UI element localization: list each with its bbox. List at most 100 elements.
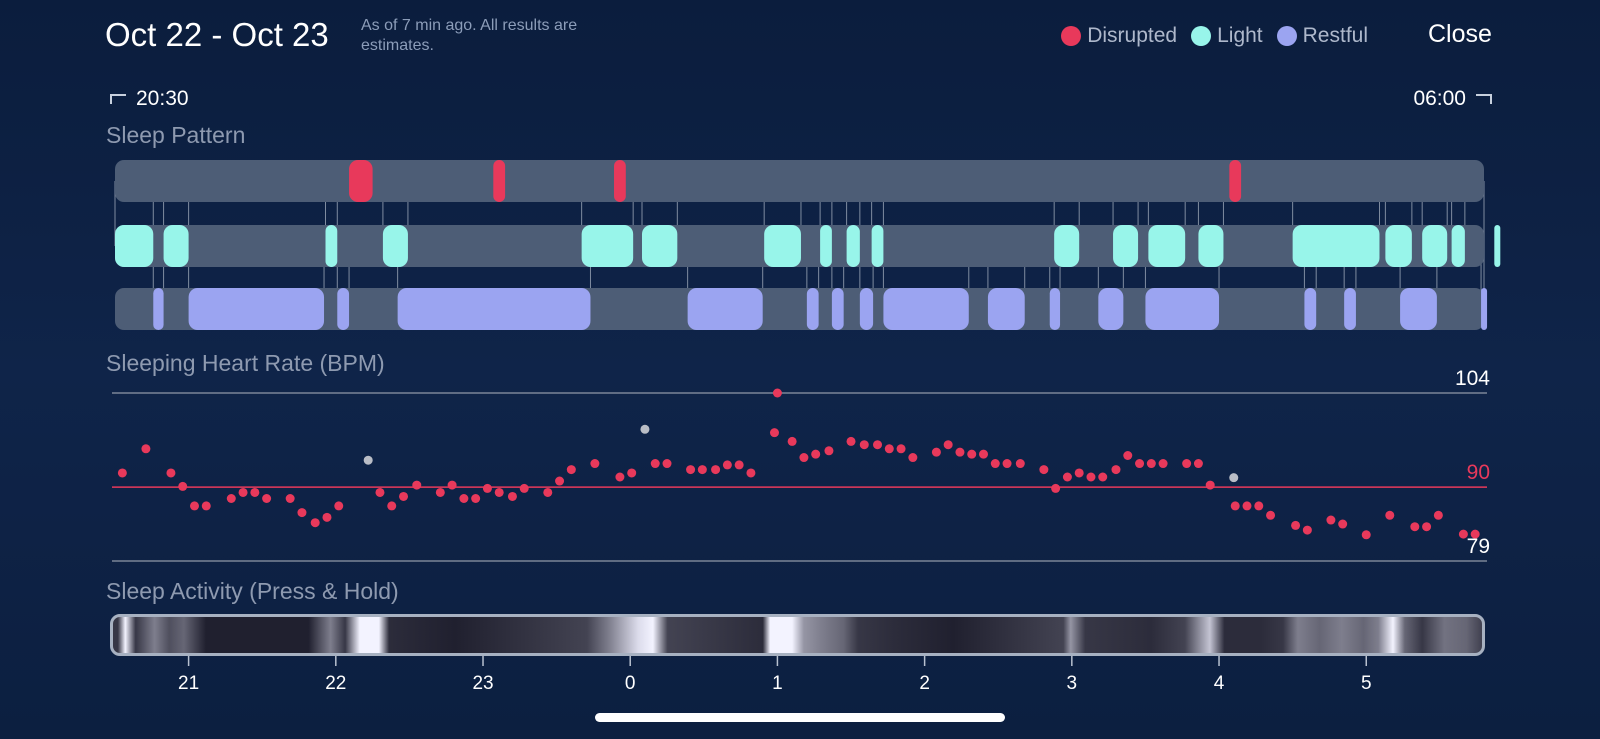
hr-point (285, 494, 295, 504)
hr-point (722, 460, 732, 470)
hr-point (746, 468, 756, 478)
hr-point (1361, 530, 1371, 540)
restful-segment (1481, 288, 1488, 330)
heart-rate-label: Sleeping Heart Rate (BPM) (106, 350, 385, 376)
light-segment (1385, 225, 1412, 267)
hr-point (1182, 459, 1192, 469)
hr-point (1205, 480, 1215, 490)
hr-point (955, 447, 965, 457)
hr-point (459, 494, 469, 504)
hr-point (555, 476, 565, 486)
light-segment (1292, 225, 1380, 267)
home-indicator[interactable] (595, 713, 1005, 722)
x-tick-label: 21 (178, 673, 199, 694)
hr-point (1470, 529, 1480, 539)
hr-point (697, 465, 707, 475)
hr-point (435, 487, 445, 497)
x-tick-label: 2 (919, 673, 930, 694)
hr-point (178, 481, 188, 491)
hr-reference-label: 104 (1455, 367, 1490, 390)
hr-point (979, 449, 989, 459)
hr-point (519, 483, 529, 493)
hr-point (590, 459, 600, 469)
hr-point (250, 487, 260, 497)
disrupted-segment (614, 160, 626, 202)
hr-outlier-point (363, 455, 373, 465)
hr-point (166, 468, 176, 478)
track-restful (115, 288, 1484, 330)
restful-segment (687, 288, 763, 330)
restful-segment (397, 288, 591, 330)
hr-point (1385, 510, 1395, 520)
hr-point (412, 480, 422, 490)
restful-segment (1344, 288, 1356, 330)
x-tick-label: 5 (1361, 673, 1372, 694)
hr-point (201, 501, 211, 511)
hr-point (1146, 459, 1156, 469)
hr-point (447, 480, 457, 490)
close-button[interactable]: Close (1428, 20, 1492, 48)
sleep-activity-strip[interactable] (110, 614, 1485, 656)
range-start: 20:30 (110, 87, 189, 111)
hr-point (1326, 515, 1336, 525)
light-swatch (1191, 26, 1212, 46)
light-segment (846, 225, 860, 267)
light-segment (871, 225, 884, 267)
hr-point (1051, 483, 1061, 493)
stage-transition-lines (114, 181, 1485, 309)
legend-label-disrupted: Disrupted (1087, 24, 1178, 47)
light-segment (1054, 225, 1080, 267)
hr-point (238, 487, 248, 497)
restful-segment (337, 288, 350, 330)
hr-point (471, 494, 481, 504)
bracket-start-icon (110, 94, 126, 104)
restful-segment (153, 288, 164, 330)
estimate-note: As of 7 min ago. All results are estimat… (361, 17, 578, 54)
range-end: 06:00 (1413, 87, 1492, 111)
x-tick-label: 23 (472, 673, 493, 694)
hr-reference-label: 90 (1467, 461, 1490, 484)
x-tick-label: 22 (325, 673, 346, 694)
hr-point (787, 436, 797, 446)
hr-point (908, 453, 918, 463)
track-light (115, 225, 1484, 267)
hr-point (859, 440, 869, 450)
hr-reference-label: 79 (1467, 535, 1490, 558)
legend-label-restful: Restful (1302, 24, 1368, 47)
hr-point (662, 459, 672, 469)
disrupted-segment (349, 160, 373, 202)
bracket-end-icon (1476, 94, 1492, 104)
hr-point (262, 494, 272, 504)
page-title: Oct 22 - Oct 23 (105, 16, 329, 53)
hr-point (824, 446, 834, 456)
light-segment (115, 225, 154, 267)
hr-point (1242, 501, 1252, 511)
hr-point (896, 444, 906, 454)
hr-point (931, 447, 941, 457)
hr-point (1338, 519, 1348, 529)
hr-point (334, 501, 344, 511)
row-light (115, 225, 1501, 267)
light-segment (641, 225, 678, 267)
hr-point (1230, 501, 1240, 511)
x-tick-label: 0 (625, 673, 636, 694)
hr-point (482, 483, 492, 493)
hr-point (990, 459, 1000, 469)
hr-point (399, 491, 409, 501)
hr-point (627, 468, 637, 478)
row-disrupted (115, 160, 1484, 202)
track-disrupted (115, 160, 1484, 202)
light-segment (1451, 225, 1465, 267)
restful-segment (987, 288, 1025, 330)
hr-point (650, 459, 660, 469)
hr-point (1002, 459, 1012, 469)
hr-point (322, 512, 332, 522)
hr-outlier-point (1229, 473, 1239, 483)
disrupted-swatch (1061, 26, 1082, 46)
light-segment (1198, 225, 1224, 267)
hr-point (310, 518, 320, 528)
hr-point (1433, 510, 1443, 520)
hr-point (1086, 472, 1096, 482)
hr-point (1015, 459, 1025, 469)
restful-segment (188, 288, 325, 330)
